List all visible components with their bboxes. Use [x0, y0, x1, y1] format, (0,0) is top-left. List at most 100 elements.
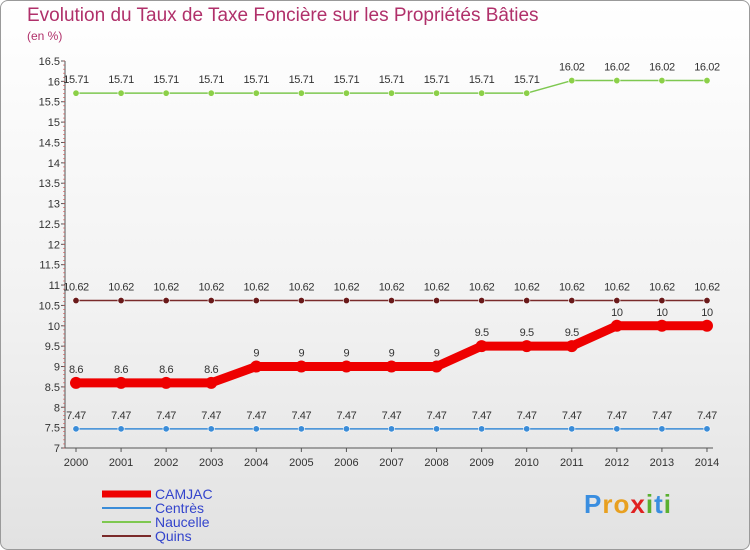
data-label: 9: [434, 348, 440, 360]
legend-label: Centrès: [155, 500, 204, 516]
data-label: 7.47: [111, 410, 131, 422]
data-label: 15.71: [63, 74, 89, 86]
logo-letter: P: [584, 489, 603, 519]
data-label: 10.62: [649, 282, 675, 294]
data-label: 15.71: [514, 74, 540, 86]
data-label: 15.71: [289, 74, 315, 86]
data-point: [117, 297, 125, 305]
data-point: [568, 77, 576, 85]
data-label: 15.71: [424, 74, 450, 86]
data-label: 10.62: [694, 282, 720, 294]
data-label: 8.6: [159, 364, 173, 376]
data-point: [160, 376, 173, 389]
legend-label: Naucelle: [155, 514, 210, 530]
data-label: 9: [253, 348, 259, 360]
y-tick-label: 13: [48, 199, 60, 211]
data-label: 7.47: [472, 410, 492, 422]
data-point: [433, 89, 441, 97]
x-tick-label: 2010: [514, 457, 538, 469]
data-label: 15.71: [108, 74, 134, 86]
data-point: [117, 425, 125, 433]
logo-letter: o: [613, 489, 631, 519]
y-tick-label: 10: [48, 321, 60, 333]
x-tick-label: 2001: [109, 457, 133, 469]
data-label: 10: [611, 307, 623, 319]
x-tick-label: 2003: [199, 457, 223, 469]
data-label: 7.47: [246, 410, 266, 422]
data-label: 10.62: [289, 282, 315, 294]
y-tick-label: 9: [54, 362, 60, 374]
data-point: [72, 89, 80, 97]
data-label: 9: [389, 348, 395, 360]
data-label: 9: [344, 348, 350, 360]
data-point: [613, 297, 621, 305]
data-point: [117, 89, 125, 97]
data-point: [342, 89, 350, 97]
data-point: [703, 425, 711, 433]
data-label: 10: [656, 307, 668, 319]
data-point: [297, 425, 305, 433]
x-tick-label: 2014: [695, 457, 719, 469]
data-label: 7.47: [697, 410, 717, 422]
data-label: 7.47: [337, 410, 357, 422]
data-point: [205, 376, 218, 389]
data-point: [568, 297, 576, 305]
data-point: [565, 340, 578, 353]
y-tick-label: 16: [48, 76, 60, 88]
x-tick-label: 2008: [424, 457, 448, 469]
y-tick-label: 8: [54, 402, 60, 414]
data-point: [523, 89, 531, 97]
data-label: 7.47: [66, 410, 86, 422]
chart-title: Evolution du Taux de Taxe Foncière sur l…: [27, 5, 539, 26]
data-point: [162, 425, 170, 433]
data-label: 7.47: [156, 410, 176, 422]
data-point: [297, 297, 305, 305]
data-point: [478, 297, 486, 305]
data-label: 10.62: [334, 282, 360, 294]
y-tick-label: 15.5: [39, 97, 60, 109]
data-point: [250, 360, 263, 373]
data-point: [703, 77, 711, 85]
data-point: [72, 425, 80, 433]
data-label: 7.47: [562, 410, 582, 422]
data-label: 7.47: [652, 410, 672, 422]
y-tick-label: 7.5: [45, 423, 60, 435]
data-label: 10.62: [198, 282, 224, 294]
y-tick-label: 15: [48, 117, 60, 129]
x-tick-label: 2005: [289, 457, 313, 469]
data-label: 10.62: [108, 282, 134, 294]
data-point: [433, 297, 441, 305]
data-point: [252, 297, 260, 305]
data-point: [252, 425, 260, 433]
data-point: [520, 340, 533, 353]
y-tick-label: 16.5: [39, 56, 60, 68]
data-label: 10.62: [63, 282, 89, 294]
y-tick-label: 11: [49, 280, 60, 292]
data-point: [207, 425, 215, 433]
data-point: [658, 77, 666, 85]
data-point: [475, 340, 488, 353]
x-tick-label: 2013: [650, 457, 674, 469]
chart-subtitle: (en %): [27, 29, 63, 43]
data-label: 7.47: [517, 410, 537, 422]
data-point: [478, 425, 486, 433]
data-label: 9: [298, 348, 304, 360]
data-point: [613, 77, 621, 85]
data-point: [700, 319, 713, 332]
data-point: [613, 425, 621, 433]
legend-label: Quins: [155, 528, 192, 544]
data-label: 8.6: [204, 364, 218, 376]
logo-letter: x: [630, 489, 646, 519]
data-label: 10.62: [514, 282, 540, 294]
data-label: 16.02: [694, 62, 720, 74]
logo-letter: r: [602, 489, 614, 519]
data-point: [430, 360, 443, 373]
data-point: [523, 297, 531, 305]
x-tick-label: 2012: [605, 457, 629, 469]
data-label: 8.6: [69, 364, 83, 376]
y-tick-label: 12: [48, 239, 60, 251]
data-point: [295, 360, 308, 373]
data-point: [252, 89, 260, 97]
